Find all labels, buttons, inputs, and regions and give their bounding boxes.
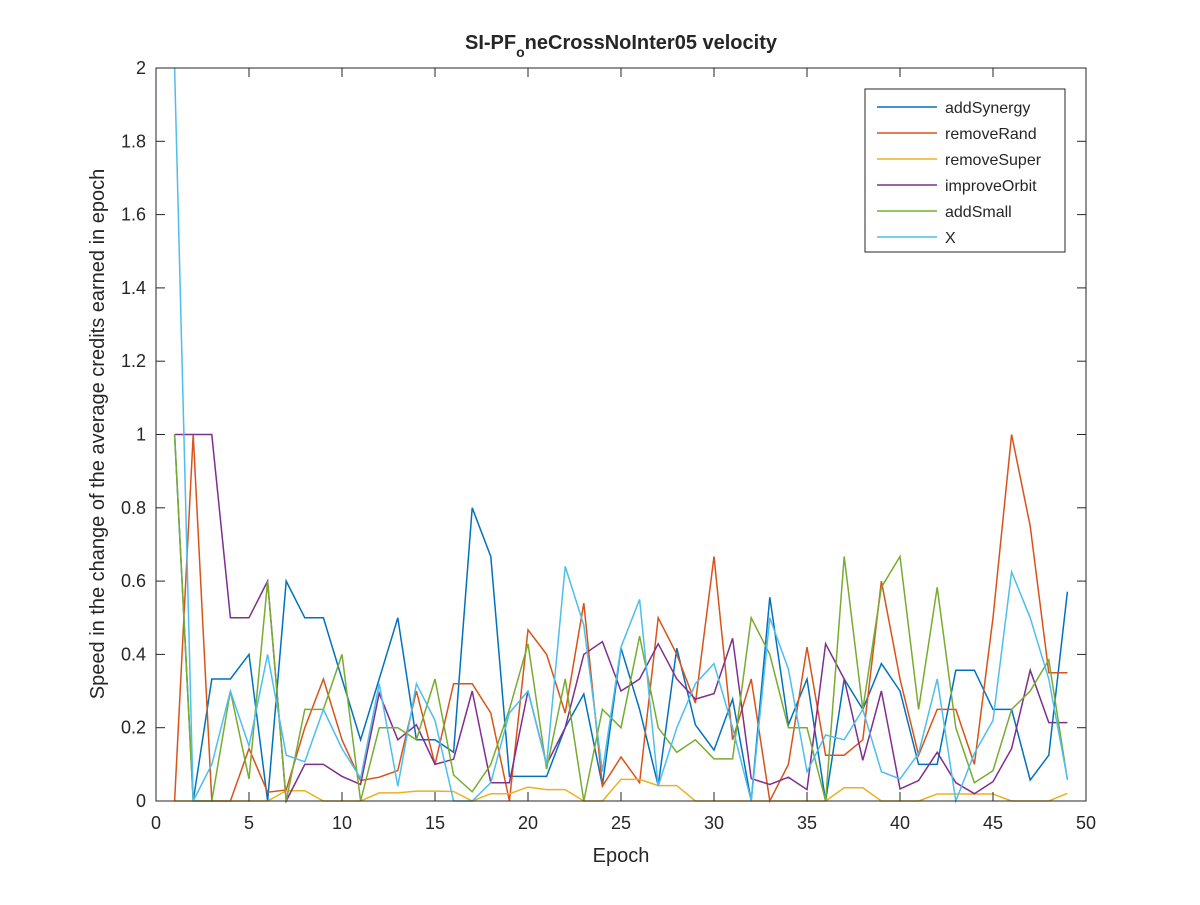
x-tick-label: 5 xyxy=(244,813,254,833)
x-tick-label: 45 xyxy=(983,813,1003,833)
legend-label-addSmall: addSmall xyxy=(945,204,1012,221)
y-tick-label: 0.6 xyxy=(121,571,146,591)
x-tick-label: 40 xyxy=(890,813,910,833)
series-line-improveOrbit xyxy=(174,433,1068,804)
y-tick-label: 0.8 xyxy=(121,498,146,518)
x-tick-label: 20 xyxy=(518,813,538,833)
chart-title: SI-PFoneCrossNoInter05 velocity xyxy=(465,32,778,60)
y-tick-label: 1.8 xyxy=(121,131,146,151)
y-axis-title: Speed in the change of the average credi… xyxy=(87,169,109,699)
series-line-X xyxy=(173,67,1069,804)
y-tick-label: 1.2 xyxy=(121,351,146,371)
x-tick-label: 0 xyxy=(151,813,161,833)
x-tick-label: 50 xyxy=(1076,813,1096,833)
y-tick-label: 0.2 xyxy=(121,718,146,738)
y-tick-label: 2 xyxy=(136,58,146,78)
y-tick-label: 0.4 xyxy=(121,644,146,664)
legend-label-improveOrbit: improveOrbit xyxy=(945,178,1037,195)
y-tick-label: 1 xyxy=(136,425,146,445)
legend-label-addSynergy: addSynergy xyxy=(945,100,1030,117)
y-tick-label: 1.6 xyxy=(121,205,146,225)
x-axis-title: Epoch xyxy=(593,845,650,867)
x-tick-label: 15 xyxy=(425,813,445,833)
series-line-removeRand xyxy=(173,434,1068,804)
x-tick-label: 25 xyxy=(611,813,631,833)
x-tick-label: 10 xyxy=(332,813,352,833)
x-tick-label: 35 xyxy=(797,813,817,833)
y-tick-label: 0 xyxy=(136,791,146,811)
legend: addSynergy removeRand removeSuper improveOr… xyxy=(864,88,1066,253)
legend-label-X: X xyxy=(945,230,956,247)
x-tick-label: 30 xyxy=(704,813,724,833)
legend-label-removeSuper: removeSuper xyxy=(945,152,1042,169)
axes-layer: 0 5 10 15 20 25 30 35 40 45 50 0 0.2 0.4 0.6 0.8 1 1.2 1.4… xyxy=(121,58,1096,833)
y-tick-label: 1.4 xyxy=(121,278,146,298)
legend-box xyxy=(864,88,1066,253)
legend-label-removeRand: removeRand xyxy=(945,126,1037,143)
